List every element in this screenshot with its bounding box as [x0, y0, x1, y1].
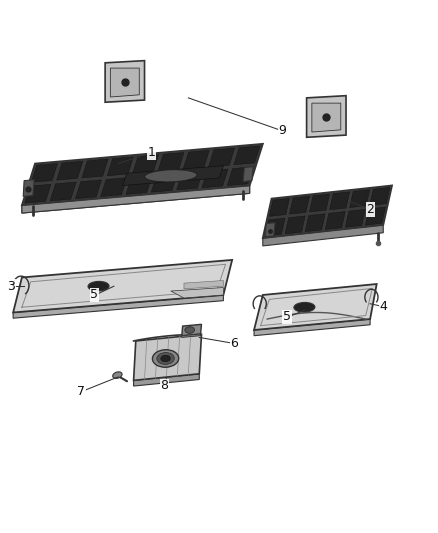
Polygon shape	[254, 319, 370, 336]
Polygon shape	[290, 196, 310, 214]
Ellipse shape	[185, 327, 194, 333]
Polygon shape	[13, 260, 232, 312]
Polygon shape	[345, 209, 365, 227]
Polygon shape	[133, 155, 159, 174]
Polygon shape	[330, 192, 350, 210]
Polygon shape	[23, 180, 34, 197]
Polygon shape	[134, 334, 201, 381]
Text: 3: 3	[7, 280, 15, 293]
Polygon shape	[285, 216, 305, 234]
Polygon shape	[234, 146, 260, 165]
Polygon shape	[310, 194, 329, 212]
Text: 7: 7	[77, 385, 85, 398]
Polygon shape	[254, 284, 377, 330]
Polygon shape	[177, 171, 203, 190]
Ellipse shape	[157, 352, 174, 365]
Text: 2: 2	[366, 203, 374, 216]
Polygon shape	[13, 295, 223, 318]
Polygon shape	[22, 185, 250, 213]
Polygon shape	[182, 324, 201, 336]
Polygon shape	[105, 61, 145, 102]
Polygon shape	[350, 190, 370, 207]
Polygon shape	[182, 334, 201, 337]
Ellipse shape	[113, 372, 122, 378]
Polygon shape	[158, 152, 184, 171]
Polygon shape	[110, 68, 139, 97]
Text: 1: 1	[147, 146, 155, 159]
Polygon shape	[32, 164, 57, 182]
Polygon shape	[305, 214, 325, 232]
Polygon shape	[22, 144, 263, 205]
Ellipse shape	[88, 281, 109, 291]
Polygon shape	[126, 175, 152, 195]
Polygon shape	[325, 212, 345, 230]
Polygon shape	[227, 167, 253, 185]
Polygon shape	[25, 184, 51, 203]
Polygon shape	[75, 180, 102, 199]
Text: 5: 5	[283, 310, 291, 324]
Polygon shape	[107, 157, 134, 176]
Text: 8: 8	[160, 379, 168, 392]
Polygon shape	[243, 167, 253, 182]
Polygon shape	[183, 150, 209, 169]
Polygon shape	[208, 148, 235, 167]
Polygon shape	[123, 166, 223, 185]
Text: 4: 4	[379, 300, 387, 313]
Polygon shape	[312, 103, 341, 132]
Polygon shape	[269, 198, 290, 216]
Text: 6: 6	[230, 337, 238, 350]
Ellipse shape	[152, 350, 179, 367]
Polygon shape	[101, 177, 127, 197]
Polygon shape	[50, 182, 76, 201]
Polygon shape	[134, 374, 199, 386]
Ellipse shape	[145, 169, 197, 182]
Polygon shape	[365, 207, 385, 225]
Polygon shape	[202, 169, 228, 188]
Polygon shape	[265, 218, 285, 236]
Ellipse shape	[294, 302, 315, 312]
Polygon shape	[184, 280, 223, 289]
Polygon shape	[57, 161, 83, 180]
Polygon shape	[82, 159, 108, 178]
Polygon shape	[307, 96, 346, 138]
Polygon shape	[22, 185, 250, 213]
Polygon shape	[263, 185, 392, 238]
Text: 5: 5	[90, 288, 98, 302]
Polygon shape	[263, 225, 383, 246]
Polygon shape	[171, 287, 223, 298]
Polygon shape	[151, 173, 177, 192]
Ellipse shape	[161, 355, 170, 362]
Polygon shape	[265, 223, 275, 237]
Text: 9: 9	[279, 124, 286, 137]
Polygon shape	[370, 188, 390, 205]
